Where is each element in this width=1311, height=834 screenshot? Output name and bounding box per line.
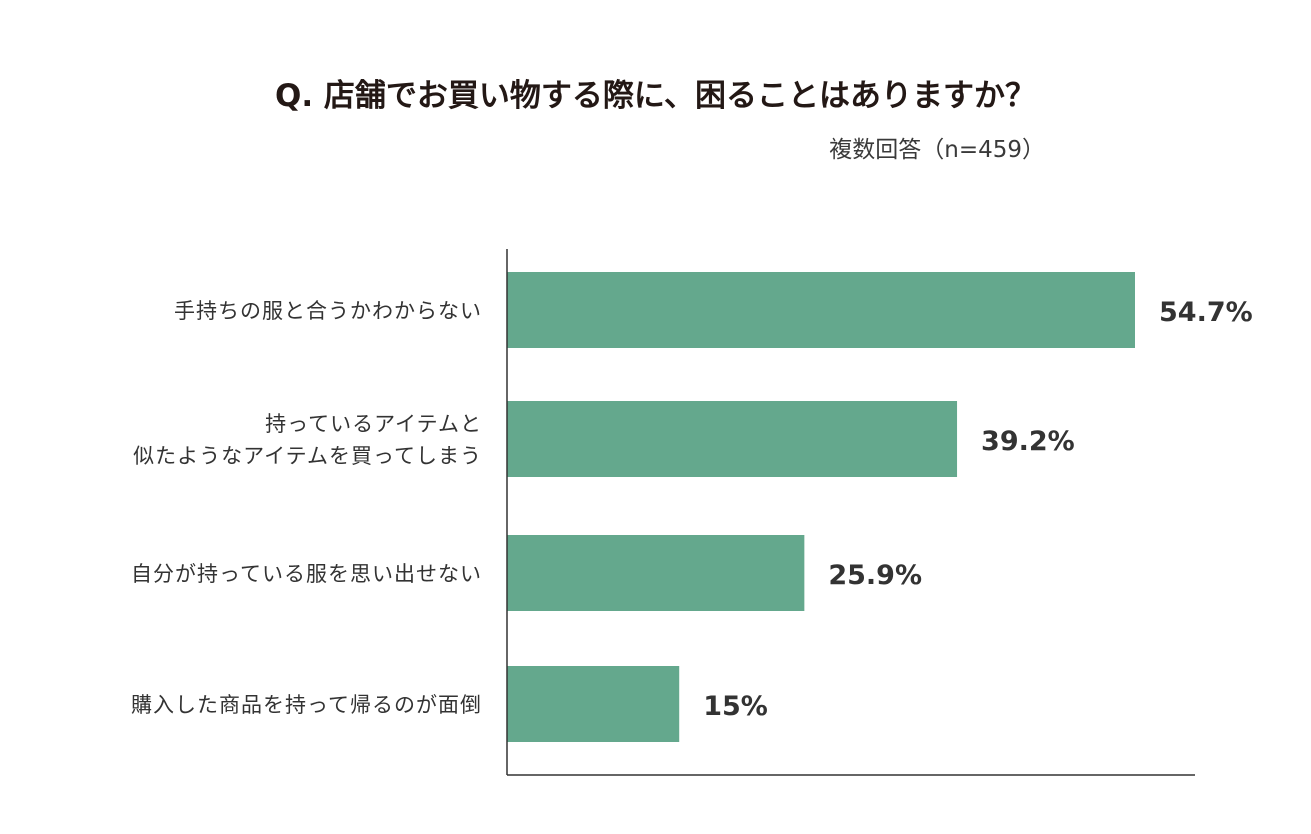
value-label-4: 15% <box>703 691 768 722</box>
category-label-2-line-2: 似たようなアイテムを買ってしまう <box>133 444 482 468</box>
value-label-3: 25.9% <box>828 560 922 591</box>
value-label-1: 54.7% <box>1159 297 1253 328</box>
chart-subtitle: 複数回答（n=459） <box>829 137 1045 163</box>
value-label-2: 39.2% <box>981 426 1075 457</box>
bar-3 <box>507 535 805 611</box>
bar-1 <box>507 272 1135 348</box>
category-label-2-line-1: 持っているアイテムと <box>265 412 482 436</box>
chart-title: Q. 店舗でお買い物する際に、困ることはありますか？ <box>275 78 1036 114</box>
category-label-1: 手持ちの服と合うかわからない <box>174 299 482 323</box>
bar-2 <box>507 401 958 477</box>
category-label-3: 自分が持っている服を思い出せない <box>131 562 482 586</box>
bar-4 <box>507 666 680 742</box>
category-label-4: 購入した商品を持って帰るのが面倒 <box>131 693 482 717</box>
